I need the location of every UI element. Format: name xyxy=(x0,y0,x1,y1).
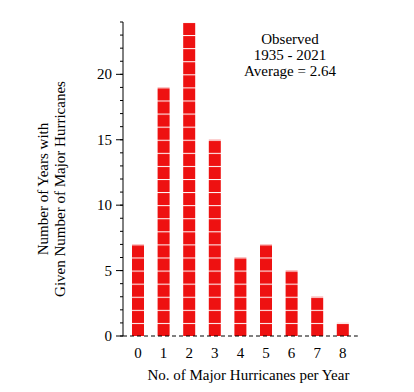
y-tick xyxy=(116,336,123,337)
y-tick-label: 5 xyxy=(105,263,113,279)
x-tick-label: 7 xyxy=(313,345,321,361)
x-tick-label: 3 xyxy=(211,345,219,361)
minor-tick xyxy=(120,126,123,127)
minor-tick xyxy=(120,309,123,310)
y-tick xyxy=(116,205,123,206)
bar xyxy=(260,244,272,336)
x-tick-label: 5 xyxy=(262,345,270,361)
annotation: 1935 - 2021 xyxy=(254,47,327,63)
x-tick-label: 2 xyxy=(185,345,193,361)
minor-tick xyxy=(120,296,123,297)
y-tick xyxy=(116,270,123,271)
minor-tick xyxy=(120,322,123,323)
y-axis-label: Given Number of Major Hurricanes xyxy=(52,81,68,297)
y-tick xyxy=(116,139,123,140)
minor-tick xyxy=(120,257,123,258)
bar xyxy=(286,271,298,336)
minor-tick xyxy=(120,22,123,23)
minor-tick xyxy=(120,244,123,245)
bar xyxy=(183,22,195,336)
bar xyxy=(132,244,144,336)
minor-tick xyxy=(120,192,123,193)
x-tick-label: 1 xyxy=(160,345,168,361)
bar xyxy=(234,258,246,337)
x-axis-line xyxy=(123,336,358,337)
bar xyxy=(311,297,323,336)
x-axis-label: No. of Major Hurricanes per Year xyxy=(147,367,349,383)
minor-tick xyxy=(120,113,123,114)
bar xyxy=(209,140,221,336)
chart-svg: 0 5 10 15 20 0 1 2 3 4 5 6 7 8 No. of Major Hurricanes… xyxy=(0,0,414,392)
bars xyxy=(132,22,349,336)
y-tick-label: 0 xyxy=(105,328,113,344)
minor-tick xyxy=(120,87,123,88)
minor-tick xyxy=(120,35,123,36)
minor-tick xyxy=(120,152,123,153)
minor-tick xyxy=(120,61,123,62)
minor-tick xyxy=(120,218,123,219)
x-tick-label: 8 xyxy=(339,345,347,361)
annotation: Average = 2.64 xyxy=(244,63,336,79)
x-tick-label: 0 xyxy=(134,345,142,361)
x-tick-label: 6 xyxy=(288,345,296,361)
minor-tick xyxy=(120,165,123,166)
bar xyxy=(158,87,170,336)
y-tick-label: 10 xyxy=(97,197,112,213)
y-tick-label: 15 xyxy=(97,132,112,148)
minor-tick xyxy=(120,231,123,232)
x-tick-label: 4 xyxy=(237,345,245,361)
y-tick xyxy=(116,74,123,75)
y-tick-label: 20 xyxy=(97,66,112,82)
minor-tick xyxy=(120,179,123,180)
minor-tick xyxy=(120,48,123,49)
chart-container: 0 5 10 15 20 0 1 2 3 4 5 6 7 8 No. of Major Hurricanes… xyxy=(0,0,414,392)
bar xyxy=(337,323,349,336)
y-axis-label: Number of Years with xyxy=(35,122,51,255)
annotation: Observed xyxy=(261,31,319,47)
minor-tick xyxy=(120,283,123,284)
minor-tick xyxy=(120,100,123,101)
